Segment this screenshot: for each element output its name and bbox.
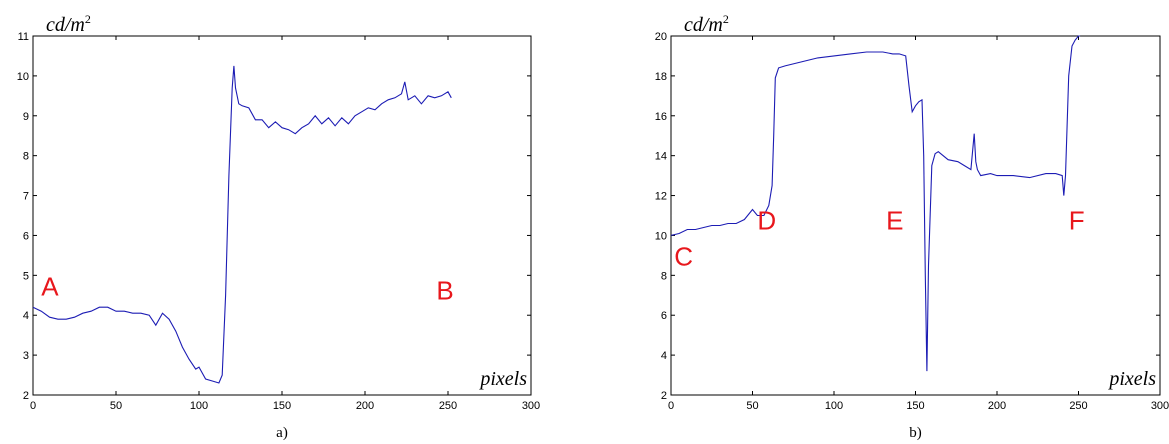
- x-axis-label: pixels: [1107, 368, 1156, 390]
- y-tick-label: 8: [661, 270, 667, 282]
- x-tick-label: 150: [273, 400, 291, 412]
- caption: b): [909, 425, 922, 441]
- y-tick-label: 5: [23, 270, 29, 282]
- y-tick-label: 7: [23, 191, 29, 203]
- x-tick-label: 250: [1069, 400, 1087, 412]
- caption: a): [276, 425, 288, 441]
- y-tick-label: 10: [17, 71, 29, 83]
- y-tick-label: 6: [23, 230, 29, 242]
- y-tick-label: 8: [23, 151, 29, 163]
- annotation-A: A: [41, 271, 59, 301]
- x-tick-label: 100: [825, 400, 843, 412]
- y-tick-label: 4: [661, 350, 667, 362]
- y-tick-label: 6: [661, 310, 667, 322]
- y-tick-label: 16: [655, 111, 667, 123]
- x-tick-label: 150: [906, 400, 924, 412]
- y-tick-label: 14: [655, 151, 667, 163]
- data-line: [670, 35, 1081, 372]
- chart-panel-b: 0 50 100 150 200 250 300 2 4 6 8 10 12 14 16 18 20 C D E Fcd…: [655, 12, 1169, 441]
- plot-area: [32, 35, 532, 396]
- x-tick-label: 100: [190, 400, 208, 412]
- y-tick-label: 2: [661, 390, 667, 402]
- y-axis-label: cd/m2: [46, 12, 91, 36]
- x-tick-label: 50: [110, 400, 122, 412]
- x-tick-label: 250: [439, 400, 457, 412]
- y-axis-label: cd/m2: [684, 12, 729, 36]
- x-tick-label: 200: [988, 400, 1006, 412]
- annotation-D: D: [757, 205, 776, 235]
- y-tick-label: 4: [23, 310, 29, 322]
- y-tick-label: 2: [23, 390, 29, 402]
- x-tick-label: 200: [356, 400, 374, 412]
- plot-area: [670, 35, 1161, 396]
- y-tick-label: 9: [23, 111, 29, 123]
- annotation-F: F: [1069, 205, 1085, 235]
- x-tick-label: 300: [1151, 400, 1169, 412]
- x-tick-label: 300: [522, 400, 540, 412]
- chart-panel-a: 0 50 100 150 200 250 300 2 3 4 5 6 7 8 9 10 11 A Bcd/m2 pix…: [17, 12, 540, 441]
- data-line: [32, 65, 452, 384]
- y-axis-label-exponent: 2: [723, 12, 729, 26]
- y-axis-label-exponent: 2: [85, 12, 91, 26]
- annotation-B: B: [436, 275, 453, 305]
- y-tick-label: 20: [655, 31, 667, 43]
- y-tick-label: 11: [18, 31, 29, 43]
- y-tick-label: 12: [655, 191, 667, 203]
- y-tick-label: 10: [655, 230, 667, 242]
- annotation-C: C: [674, 241, 693, 271]
- x-tick-label: 50: [746, 400, 758, 412]
- x-tick-label: 0: [30, 400, 36, 412]
- annotation-E: E: [886, 205, 903, 235]
- x-axis-label: pixels: [478, 368, 527, 390]
- y-tick-label: 18: [655, 71, 667, 83]
- y-tick-label: 3: [23, 350, 29, 362]
- x-tick-label: 0: [668, 400, 674, 412]
